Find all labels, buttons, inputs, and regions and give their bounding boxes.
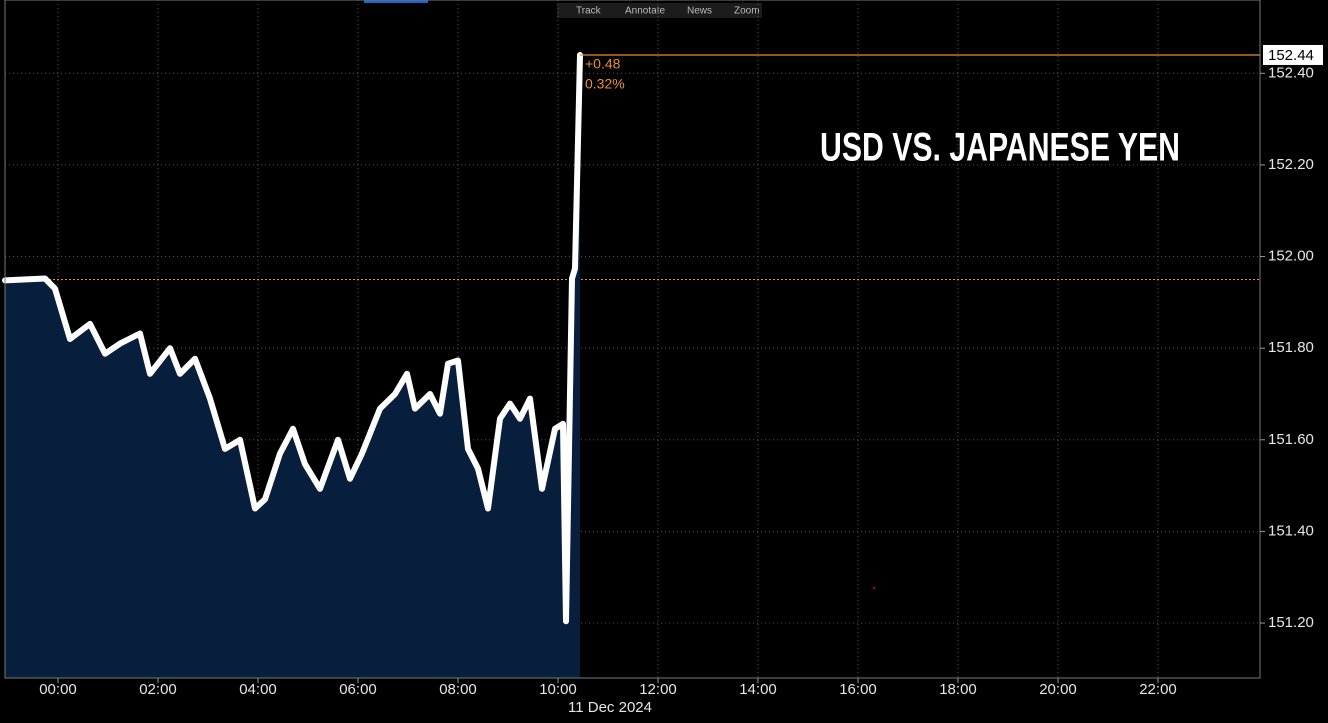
toolbar: Track Annotate News Zoom <box>557 3 762 18</box>
area <box>5 55 580 678</box>
x-tick-label: 20:00 <box>1039 681 1077 698</box>
y-tick-label: 152.40 <box>1268 64 1314 81</box>
y-tick-label: 152.00 <box>1268 248 1314 265</box>
toolbar-bg <box>557 3 762 18</box>
tab-indicator <box>364 0 428 3</box>
toolbar-track[interactable]: Track <box>576 6 602 17</box>
y-tick-label: 151.80 <box>1268 339 1314 356</box>
y-tick-label: 151.20 <box>1268 614 1314 631</box>
x-tick-label: 22:00 <box>1139 681 1177 698</box>
plot <box>2 52 1260 678</box>
chart-title: USD VS. JAPANESE YEN <box>820 126 1180 170</box>
x-tick-label: 18:00 <box>939 681 977 698</box>
x-tick-label: 12:00 <box>639 681 677 698</box>
toolbar-annotate[interactable]: Annotate <box>625 6 665 17</box>
x-tick-label: 04:00 <box>239 681 277 698</box>
change-label: +0.48 <box>585 56 621 72</box>
last-price-label: 152.44 <box>1268 47 1314 64</box>
x-tick-label: 00:00 <box>39 681 77 698</box>
toolbar-zoom[interactable]: Zoom <box>734 6 760 17</box>
toolbar-news[interactable]: News <box>687 6 712 17</box>
x-tick-label: 10:00 <box>539 681 577 698</box>
x-tick-label: 14:00 <box>739 681 777 698</box>
last-price-tag <box>1263 44 1323 65</box>
x-tick-label: 06:00 <box>339 681 377 698</box>
x-tick-label: 02:00 <box>139 681 177 698</box>
marker-dot <box>872 586 876 590</box>
y-tick-label: 151.40 <box>1268 522 1314 539</box>
change-pct-label: 0.32% <box>585 76 625 92</box>
line <box>2 52 583 625</box>
y-tick-label: 152.20 <box>1268 156 1314 173</box>
plot-frame <box>4 0 1261 679</box>
x-tick-label: 08:00 <box>439 681 477 698</box>
x-tick-label: 16:00 <box>839 681 877 698</box>
x-axis-label: 11 Dec 2024 <box>568 699 652 716</box>
y-tick-label: 151.60 <box>1268 431 1314 448</box>
